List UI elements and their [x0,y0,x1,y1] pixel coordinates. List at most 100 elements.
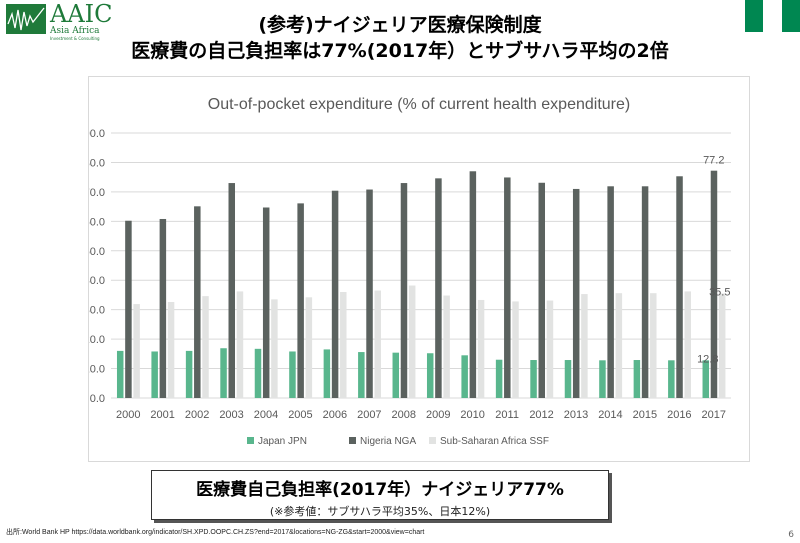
logo-tagline: Investment & Consulting [50,36,100,41]
page-title-line1: (参考)ナイジェリア医療保険制度 [258,14,542,36]
bar-jpn [461,355,468,398]
bar-nga [297,203,304,398]
legend-label: Nigeria NGA [360,436,416,447]
bar-ssf [374,290,381,398]
bar-jpn [633,360,641,398]
callout-sub-text: (※参考値：サブサハラ平均35%、日本12%) [269,505,491,518]
bar-nga [641,186,649,398]
nigeria-flag-icon [745,0,800,32]
x-tick-label: 2003 [219,409,243,421]
y-tick-label: 50.0 [89,246,105,258]
x-tick-label: 2014 [598,409,622,421]
bar-jpn [668,360,675,398]
bar-nga [435,178,442,398]
bar-nga [159,218,167,398]
bar-nga [125,220,132,398]
aaic-logo: AAIC Asia Africa Investment & Consulting [6,0,206,44]
bar-jpn [599,360,606,398]
y-tick-label: 70.0 [89,187,105,199]
legend-swatch [247,437,254,444]
bar-ssf [581,294,588,398]
bar-jpn [426,353,434,398]
bar-ssf [546,300,554,398]
data-label: 77.2 [703,155,724,167]
bar-chart: Out-of-pocket expenditure (% of current … [84,96,731,447]
bar-nga [710,170,718,398]
bar-ssf [202,296,209,398]
bar-ssf [512,301,519,398]
x-tick-label: 2009 [426,409,450,421]
x-tick-label: 2015 [633,409,657,421]
bar-nga [228,183,236,398]
x-tick-label: 2016 [667,409,691,421]
bar-ssf [167,302,175,398]
x-tick-label: 2001 [150,409,174,421]
x-tick-label: 2006 [323,409,347,421]
x-tick-label: 2010 [460,409,484,421]
bar-jpn [564,360,572,398]
bar-ssf [477,299,485,398]
bar-ssf [718,293,726,398]
summary-callout: 医療費自己負担率(2017年）ナイジェリア77% (※参考値：サブサハラ平均35… [151,470,609,520]
y-tick-label: 60.0 [89,216,105,228]
y-tick-label: 90.0 [89,128,105,140]
logo-wave-icon [6,4,46,34]
bar-nga [469,171,477,398]
data-label: 12.8 [697,353,718,365]
bar-jpn [254,348,262,398]
bar-jpn [358,352,365,398]
x-tick-label: 2005 [288,409,312,421]
bar-ssf [408,285,416,398]
chart-container: Out-of-pocket expenditure (% of current … [84,76,750,462]
data-label: 35.5 [709,286,730,298]
y-tick-label: 0.0 [90,393,105,405]
y-tick-label: 20.0 [89,334,105,346]
page-title-line2: 医療費の自己負担率は77%(2017年）とサブサハラ平均の2倍 [131,40,669,62]
logo-name: AAIC [50,0,113,28]
bar-nga [504,177,511,398]
bar-jpn [702,360,710,398]
bar-jpn [392,352,400,398]
bar-jpn [289,351,296,398]
x-tick-label: 2007 [357,409,381,421]
y-tick-label: 30.0 [89,305,105,317]
bar-ssf [684,291,691,398]
page-number: 6 [788,530,794,540]
y-tick-label: 40.0 [89,275,105,287]
bar-nga [676,176,683,398]
bar-jpn [116,350,124,398]
bar-nga [572,188,580,398]
bar-jpn [323,349,331,398]
bar-jpn [530,360,537,398]
x-tick-label: 2000 [116,409,140,421]
bar-ssf [443,295,450,398]
bar-nga [194,206,201,398]
bar-nga [400,183,408,398]
legend-label: Sub-Saharan Africa SSF [440,436,549,447]
bar-ssf [615,293,623,398]
bar-ssf [133,304,140,398]
logo-subtitle: Asia Africa [50,26,100,36]
y-tick-label: 80.0 [89,157,105,169]
bar-nga [331,190,339,398]
x-tick-label: 2013 [564,409,588,421]
x-tick-label: 2004 [254,409,278,421]
bar-ssf [305,297,313,398]
bar-jpn [185,350,193,398]
x-tick-label: 2012 [529,409,553,421]
bar-nga [366,189,373,398]
bar-nga [538,182,546,398]
bar-ssf [236,291,244,398]
callout-main-text: 医療費自己負担率(2017年）ナイジェリア77% [196,480,564,500]
bar-jpn [495,359,503,398]
bar-ssf [650,293,657,398]
y-tick-label: 10.0 [89,364,105,376]
chart-title: Out-of-pocket expenditure (% of current … [208,96,630,113]
bar-nga [607,186,614,398]
legend-swatch [349,437,356,444]
legend-swatch [429,437,436,444]
x-tick-label: 2011 [495,409,519,421]
bar-ssf [340,292,347,398]
bar-jpn [220,348,227,398]
x-tick-label: 2002 [185,409,209,421]
